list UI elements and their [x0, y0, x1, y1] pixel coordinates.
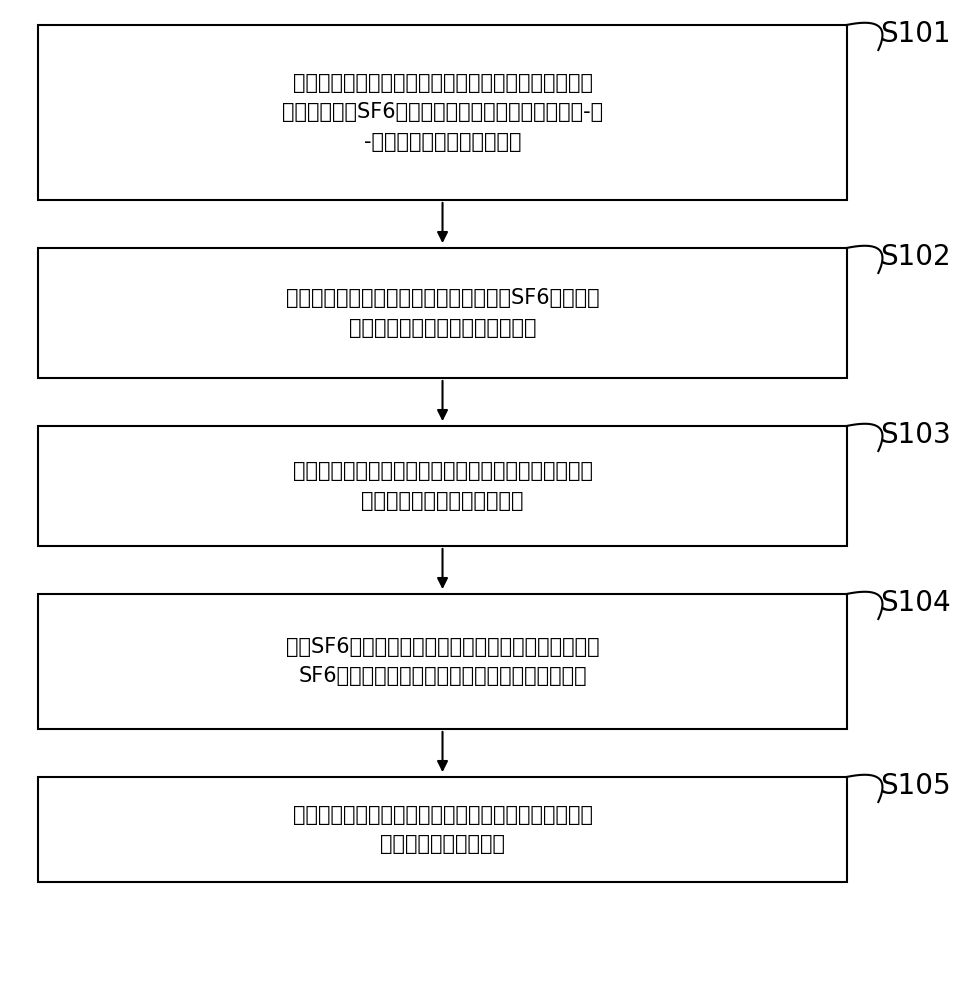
Text: S104: S104 [879, 589, 949, 617]
Text: 建立数值物理模型，考虑实际模型中存在的多物理场影
响因素，设置SF6气体热物性变化的函数，确保电磁-热
-流多物理场耦合计算的精度: 建立数值物理模型，考虑实际模型中存在的多物理场影 响因素，设置SF6气体热物性变… [282, 73, 603, 152]
Text: 在声场网格下求解线性欧拉方程，获得在背景流体影响
下的声压瞬时分布结果: 在声场网格下求解线性欧拉方程，获得在背景流体影响 下的声压瞬时分布结果 [292, 805, 592, 854]
Text: S103: S103 [879, 421, 950, 449]
Bar [38, 25, 846, 200]
Bar [38, 777, 846, 882]
Text: 进行多物理场耦合仿真计算，获得稳态时SF6气体的温
度分布、压力分布和流速分布结果: 进行多物理场耦合仿真计算，获得稳态时SF6气体的温 度分布、压力分布和流速分布结… [285, 288, 599, 338]
Bar [38, 426, 846, 546]
Bar [38, 248, 846, 378]
Text: S101: S101 [879, 20, 949, 48]
Text: 根据SF6气体密度随温度和压力变化的函数，最终获得
SF6密度、压力和流速随空间变化的线性欧拉方程: 根据SF6气体密度随温度和压力变化的函数，最终获得 SF6密度、压力和流速随空间… [285, 637, 599, 686]
Text: S102: S102 [879, 243, 949, 271]
Text: S105: S105 [879, 772, 949, 800]
Text: 通过弱形式偏微分方程，将流场网格中的温度、压力和
流速分布结果映射至声场网格: 通过弱形式偏微分方程，将流场网格中的温度、压力和 流速分布结果映射至声场网格 [292, 461, 592, 511]
Bar [38, 594, 846, 729]
